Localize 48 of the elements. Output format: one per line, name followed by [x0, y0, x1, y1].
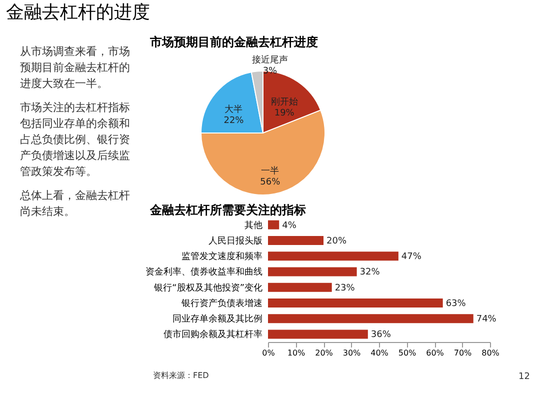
data-label: 22% [224, 116, 244, 126]
data-label: 47% [401, 252, 422, 262]
x-tick-label: 50% [398, 348, 417, 358]
x-tick-label: 80% [482, 348, 500, 358]
slice-label: 大半 [224, 104, 243, 115]
data-label: 4% [282, 220, 297, 231]
x-tick-label: 30% [342, 348, 362, 358]
y-tick-label: 债市回购余额及其杠杆率 [164, 329, 262, 340]
x-tick-label: 10% [287, 348, 306, 358]
y-tick-label: 其他 [244, 220, 262, 231]
chart-title: 金融去杠杆所需要关注的指标 [149, 203, 306, 217]
y-tick-label: 银行“股权及其他投资”变化 [153, 282, 262, 294]
bar [268, 282, 332, 292]
slice-label: 刚开始 [270, 96, 298, 108]
bar [268, 220, 280, 230]
x-tick-label: 20% [315, 348, 334, 358]
text: 金融去杠杆的进度 [6, 2, 150, 23]
slice-label: 接近尾声 [252, 54, 288, 66]
data-label: 63% [446, 298, 466, 309]
x-tick-label: 0% [262, 348, 276, 358]
x-tick-label: 60% [426, 348, 444, 358]
bar [268, 267, 357, 276]
x-tick-label: 40% [370, 348, 389, 358]
slice-label: 一半 [261, 165, 280, 176]
text: 资料来源：FED [153, 371, 209, 380]
y-tick-label: 监管发文速度和频率 [182, 251, 262, 262]
text: 市场关注的去杠杆指标包括同业存单的余额和占总负债比例、银行资产负债增速以及后续监管政策发布等。 [20, 101, 130, 178]
data-label: 20% [326, 236, 347, 246]
bar [268, 330, 368, 339]
data-label: 23% [334, 283, 356, 294]
data-label: 19% [274, 108, 295, 119]
data-label: 36% [370, 330, 392, 340]
data-label: 56% [260, 177, 281, 188]
text: 从市场调查来看，市场预期目前金融去杠杆的进度大致在一半。 [20, 45, 130, 90]
text: 12 [518, 372, 530, 382]
bar [268, 236, 324, 245]
data-label: 74% [476, 314, 497, 325]
y-tick-label: 同业存单余额及其比例 [172, 314, 262, 325]
chart-title: 市场预期目前的金融去杠杆进度 [149, 35, 318, 49]
bar [268, 298, 443, 308]
x-tick-label: 70% [454, 348, 472, 358]
bar [268, 314, 474, 324]
text: 总体上看，金融去杠杆尚未结束。 [19, 189, 130, 218]
y-tick-label: 资金利率、债券收益率和曲线 [146, 266, 262, 278]
data-label: 32% [360, 268, 380, 278]
y-tick-label: 人民日报头版 [208, 235, 262, 246]
bar [268, 252, 398, 261]
y-tick-label: 银行资产负债表增速 [180, 298, 262, 309]
